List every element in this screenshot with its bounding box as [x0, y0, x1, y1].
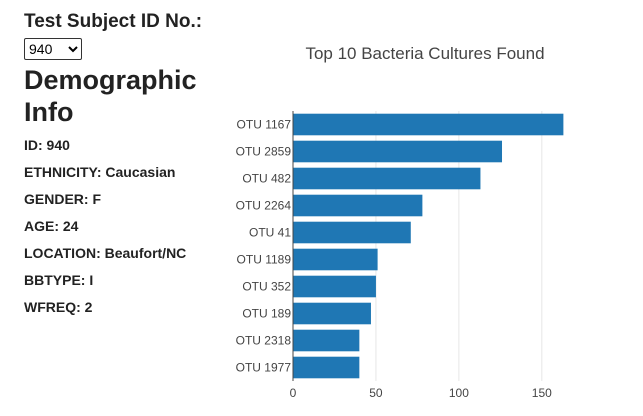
bar-chart: Top 10 Bacteria Cultures Found OTU 1167 O… [225, 36, 625, 411]
x-tick-label: 100 [449, 386, 469, 400]
demo-ethnicity: ETHNICITY: Caucasian [24, 164, 176, 180]
y-tick-label: OTU 1167 [237, 118, 292, 132]
bar [293, 275, 376, 298]
x-tick-label: 50 [369, 386, 383, 400]
demo-gender: GENDER: F [24, 191, 101, 207]
bar [293, 329, 360, 352]
bar [293, 356, 360, 379]
bar-chart-svg: OTU 1167 OTU 2859 OTU 482 OTU 2264 OTU 41 OTU… [236, 111, 564, 400]
x-tick-label: 0 [290, 386, 297, 400]
sidebar: Test Subject ID No.: 940 Demographic Inf… [24, 10, 209, 325]
bar [293, 248, 378, 271]
demo-bbtype: BBTYPE: I [24, 272, 94, 288]
y-tick-label: OTU 189 [242, 307, 291, 321]
y-tick-label: OTU 1189 [237, 253, 292, 267]
demo-age: AGE: 24 [24, 218, 79, 234]
y-tick-label: OTU 2859 [236, 145, 292, 159]
y-tick-label: OTU 482 [242, 172, 291, 186]
demo-location: LOCATION: Beaufort/NC [24, 245, 187, 261]
y-tick-label: OTU 352 [242, 280, 291, 294]
x-tick-label: 150 [532, 386, 552, 400]
bar [293, 113, 564, 136]
demographic-info-title: Demographic Info [24, 65, 197, 127]
demo-wfreq: WFREQ: 2 [24, 299, 93, 315]
bar [293, 302, 371, 325]
y-tick-label: OTU 2318 [236, 334, 292, 348]
demographic-info-list: ID: 940 ETHNICITY: Caucasian GENDER: F A… [24, 136, 209, 316]
subject-id-label: Test Subject ID No.: [24, 11, 203, 32]
bar [293, 221, 411, 244]
bar [293, 194, 423, 217]
chart-title: Top 10 Bacteria Cultures Found [305, 44, 545, 63]
y-tick-label: OTU 1977 [236, 361, 292, 375]
demo-id: ID: 940 [24, 137, 70, 153]
subject-id-select[interactable]: 940 [24, 38, 82, 60]
y-tick-label: OTU 41 [249, 226, 291, 240]
y-tick-label: OTU 2264 [236, 199, 292, 213]
bar [293, 140, 503, 163]
bar [293, 167, 481, 190]
